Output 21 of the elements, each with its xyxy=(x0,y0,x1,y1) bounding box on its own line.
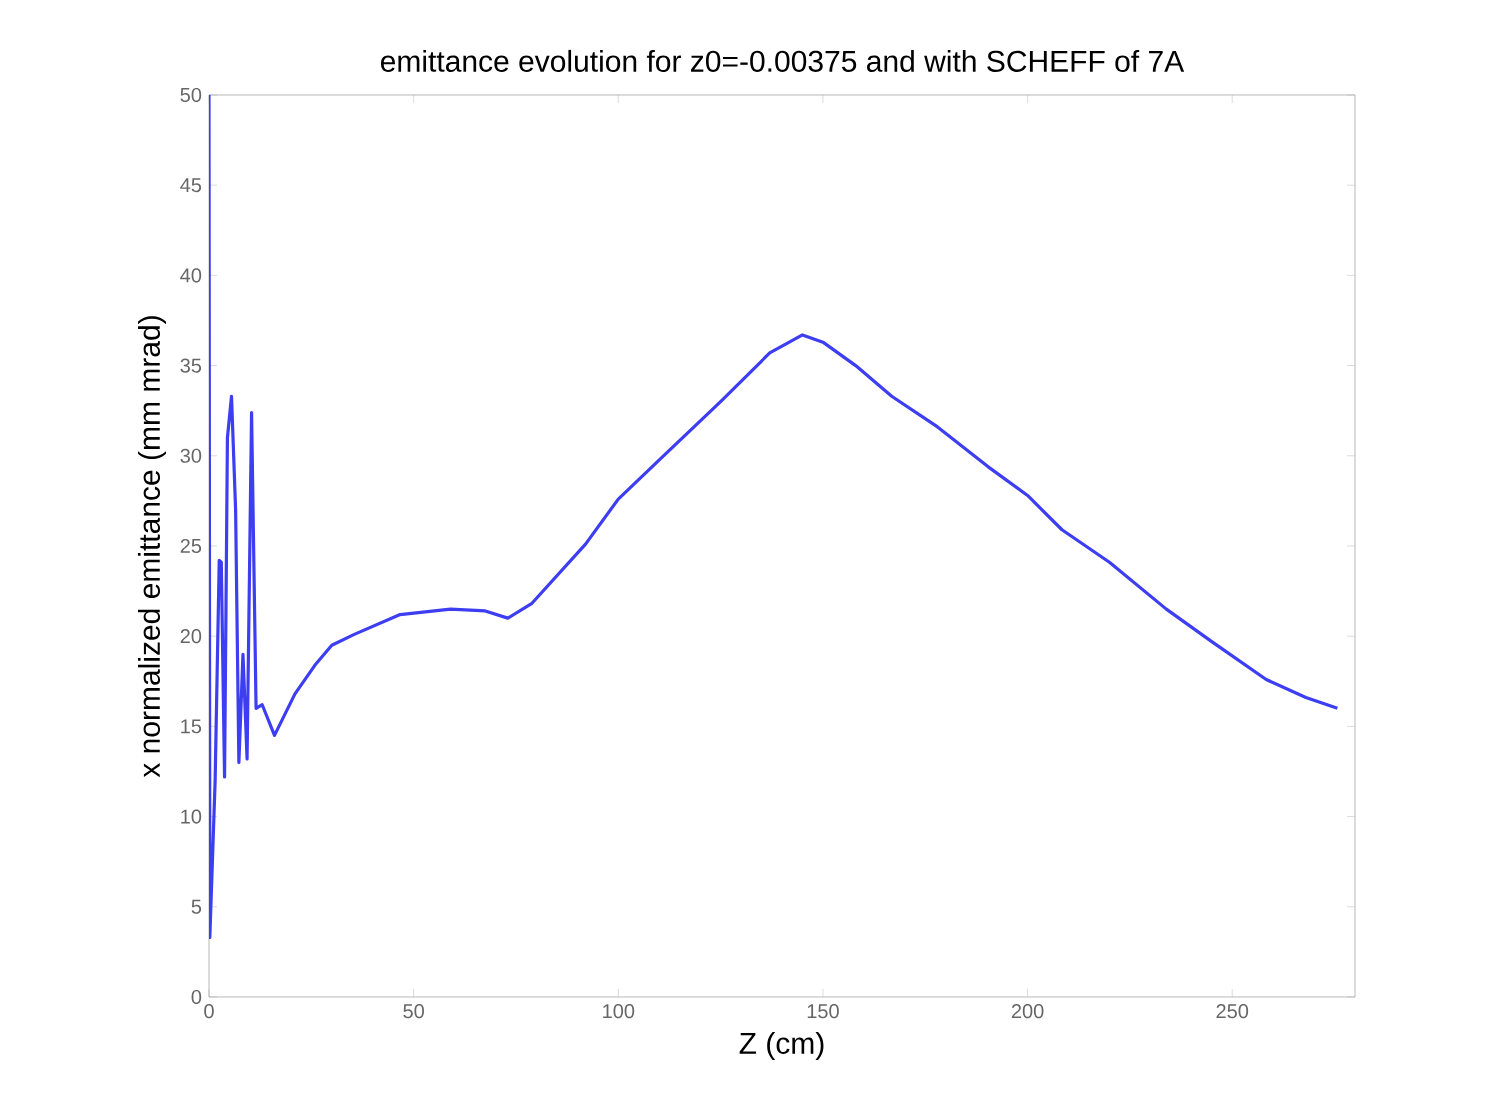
x-tick-label: 200 xyxy=(1011,1004,1044,1019)
y-tick-label: 10 xyxy=(181,809,202,824)
x-tick-label: 50 xyxy=(403,1004,424,1019)
x-tick-label: 150 xyxy=(807,1004,839,1019)
y-tick-label: 25 xyxy=(180,538,202,554)
y-tick-label: 40 xyxy=(180,268,202,283)
y-tick-label: 35 xyxy=(180,358,202,373)
y-tick-label: 45 xyxy=(180,178,202,193)
y-tick-label: 20 xyxy=(180,629,202,644)
x-tick-label: 250 xyxy=(1216,1004,1249,1019)
y-tick-label: 50 xyxy=(180,87,202,103)
y-tick-label: 30 xyxy=(180,448,202,463)
chart-title: emittance evolution for z0=-0.00375 and with SCHEFF of 7A xyxy=(380,49,1185,72)
x-tick-label: 0 xyxy=(204,1004,214,1019)
y-tick-label: 5 xyxy=(191,899,202,914)
x-axis-title: Z (cm) xyxy=(739,1031,824,1060)
x-tick-label: 100 xyxy=(603,1004,635,1019)
y-tick-label: 0 xyxy=(191,989,202,1005)
line-series xyxy=(209,94,1340,940)
y-tick-label: 15 xyxy=(181,719,202,734)
y-axis-title: x normalized emittance (mm mrad) xyxy=(138,316,166,778)
